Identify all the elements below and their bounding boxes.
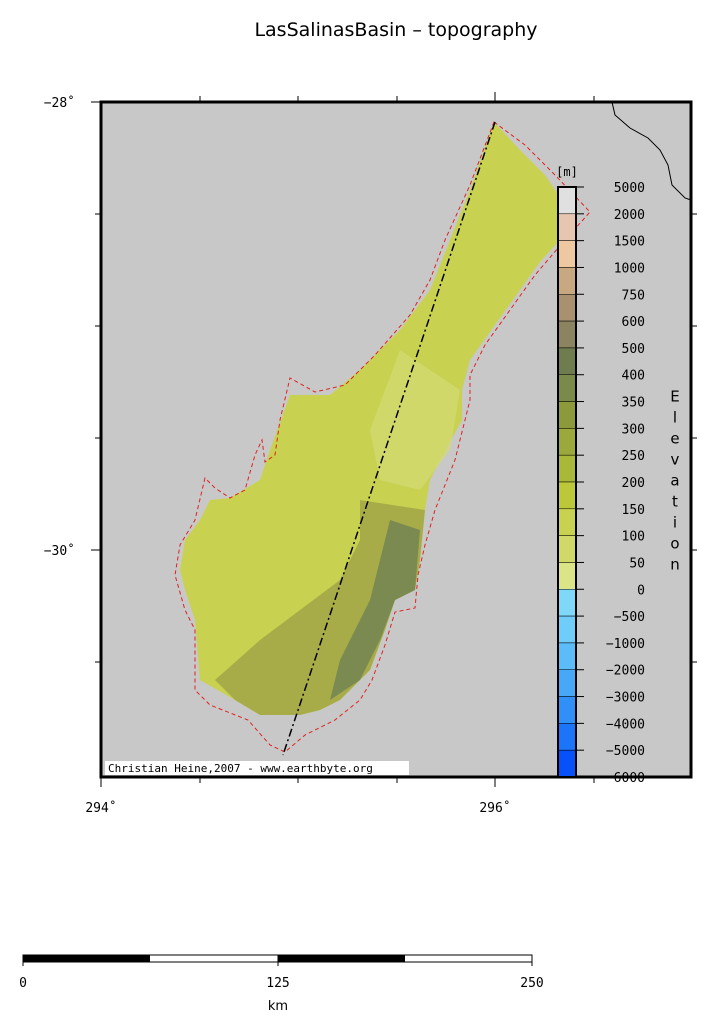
- colorbar-label: 250: [622, 449, 645, 464]
- colorbar-label: 100: [622, 530, 645, 545]
- colorbar-segment: [557, 723, 577, 751]
- colorbar-label: −3000: [606, 691, 645, 706]
- colorbar-segment: [557, 535, 577, 563]
- colorbar-segment: [557, 374, 577, 402]
- scale-unit: km: [268, 999, 288, 1014]
- colorbar-segment: [557, 454, 577, 483]
- colorbar-label: −2000: [606, 664, 645, 679]
- lon-label: 296˚: [479, 800, 510, 816]
- colorbar-segment: [557, 615, 577, 644]
- basin-outline: [174, 121, 591, 753]
- colorbar-label: 5000: [614, 181, 645, 196]
- colorbar-segment: [557, 347, 577, 375]
- colorbar-segment: [557, 294, 577, 322]
- colorbar-segment: [557, 428, 577, 456]
- map-frame: [99, 100, 693, 779]
- colorbar-segment: [557, 320, 577, 349]
- lon-label: 294˚: [85, 800, 116, 816]
- colorbar-label: 300: [622, 422, 645, 437]
- colorbar-title-text: Elevation: [666, 388, 684, 577]
- colorbar-label: 1500: [614, 235, 645, 250]
- colorbar-segment: [557, 401, 577, 429]
- scale-label: 250: [520, 976, 543, 991]
- colorbar-segment: [557, 508, 577, 536]
- colorbar-label: −6000: [606, 771, 645, 786]
- basin-lowland: [215, 500, 425, 715]
- colorbar-label: 2000: [614, 208, 645, 223]
- colorbar-label: 350: [622, 396, 645, 411]
- colorbar: 5000200015001000750600500400350300250200…: [557, 181, 645, 786]
- lat-label: −28˚: [44, 95, 75, 111]
- credit-box: [105, 761, 409, 775]
- colorbar-label: 50: [629, 556, 645, 571]
- credit: Christian Heine,2007 - www.earthbyte.org: [108, 762, 373, 775]
- section-line: [282, 121, 496, 756]
- colorbar-label: −1000: [606, 637, 645, 652]
- basin-highland: [370, 350, 460, 490]
- colorbar-segment: [557, 642, 577, 670]
- colorbar-segment: [557, 186, 577, 215]
- colorbar-label: 1000: [614, 261, 645, 276]
- title: LasSalinasBasin – topography: [254, 19, 537, 41]
- colorbar-segment: [557, 669, 577, 697]
- colorbar-segment: [557, 589, 577, 617]
- scale-bar: [22, 954, 533, 966]
- coastline: [611, 101, 692, 201]
- colorbar-segment: [557, 240, 577, 268]
- colorbar-label: 150: [622, 503, 645, 518]
- colorbar-segment: [557, 562, 577, 590]
- colorbar-title: Elevation: [666, 388, 684, 577]
- colorbar-label: 400: [622, 369, 645, 384]
- colorbar-label: −500: [614, 610, 645, 625]
- scale-label: 125: [266, 976, 289, 991]
- colorbar-segment: [557, 213, 577, 241]
- colorbar-label: −5000: [606, 744, 645, 759]
- colorbar-label: 600: [622, 315, 645, 330]
- lat-label: −30˚: [44, 543, 75, 559]
- basin-terrain: [180, 122, 562, 715]
- colorbar-label: 500: [622, 342, 645, 357]
- colorbar-segment: [557, 749, 577, 778]
- colorbar-segment: [557, 267, 577, 295]
- colorbar-label: 0: [637, 583, 645, 598]
- colorbar-segment: [557, 696, 577, 724]
- colorbar-label: 200: [622, 476, 645, 491]
- colorbar-label: 750: [622, 288, 645, 303]
- colorbar-unit: [m]: [556, 165, 578, 179]
- colorbar-label: −4000: [606, 717, 645, 732]
- frame-ticks: [91, 92, 697, 787]
- colorbar-segment: [557, 481, 577, 510]
- scale-label: 0: [19, 976, 27, 991]
- basin-slope: [330, 520, 420, 700]
